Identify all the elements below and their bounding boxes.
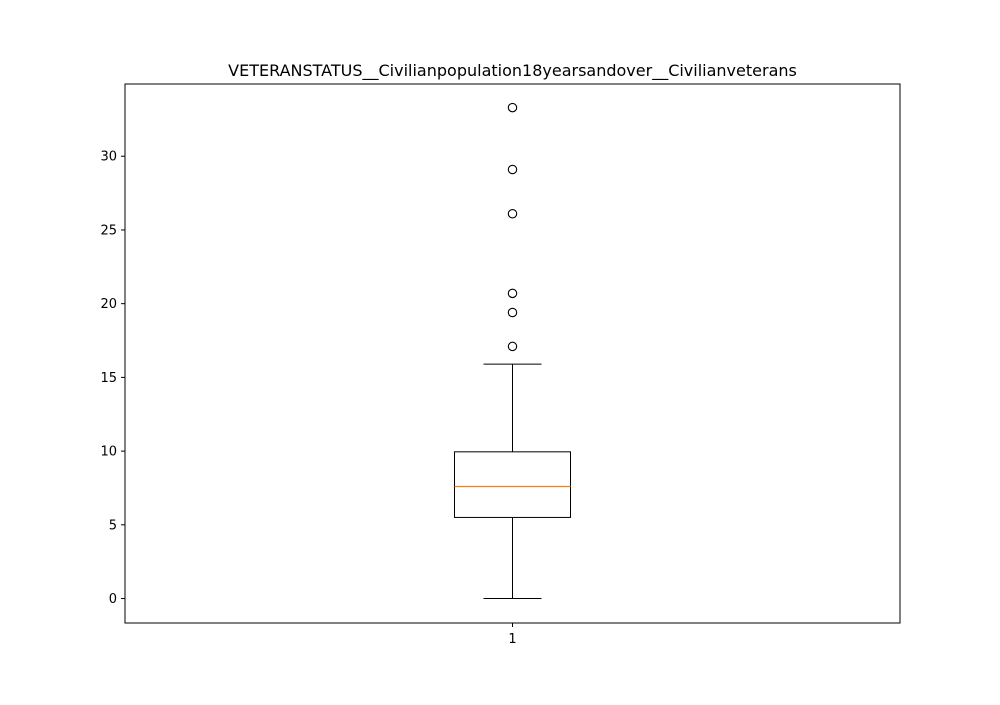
outlier-point	[507, 208, 518, 219]
outlier-point	[507, 307, 518, 318]
outlier-point	[507, 102, 518, 113]
outlier-point	[507, 288, 518, 299]
x-tick-label: 1	[508, 632, 516, 647]
y-tick-label: 0	[109, 592, 117, 607]
y-tick-label: 5	[109, 518, 117, 533]
x-axis: 1	[508, 623, 517, 647]
y-tick-label: 15	[100, 371, 117, 386]
y-tick-label: 30	[100, 150, 117, 165]
y-tick-label: 20	[100, 297, 117, 312]
chart-title: VETERANSTATUS__Civilianpopulation18years…	[228, 61, 797, 81]
outlier-point	[507, 164, 518, 175]
y-tick-label: 25	[100, 223, 117, 238]
interquartile-box	[454, 451, 571, 518]
y-tick-label: 10	[100, 445, 117, 460]
y-axis: 0 5 10 15 20 25 30	[100, 150, 125, 607]
box-plot-series	[454, 102, 571, 600]
outlier-point	[507, 341, 518, 352]
